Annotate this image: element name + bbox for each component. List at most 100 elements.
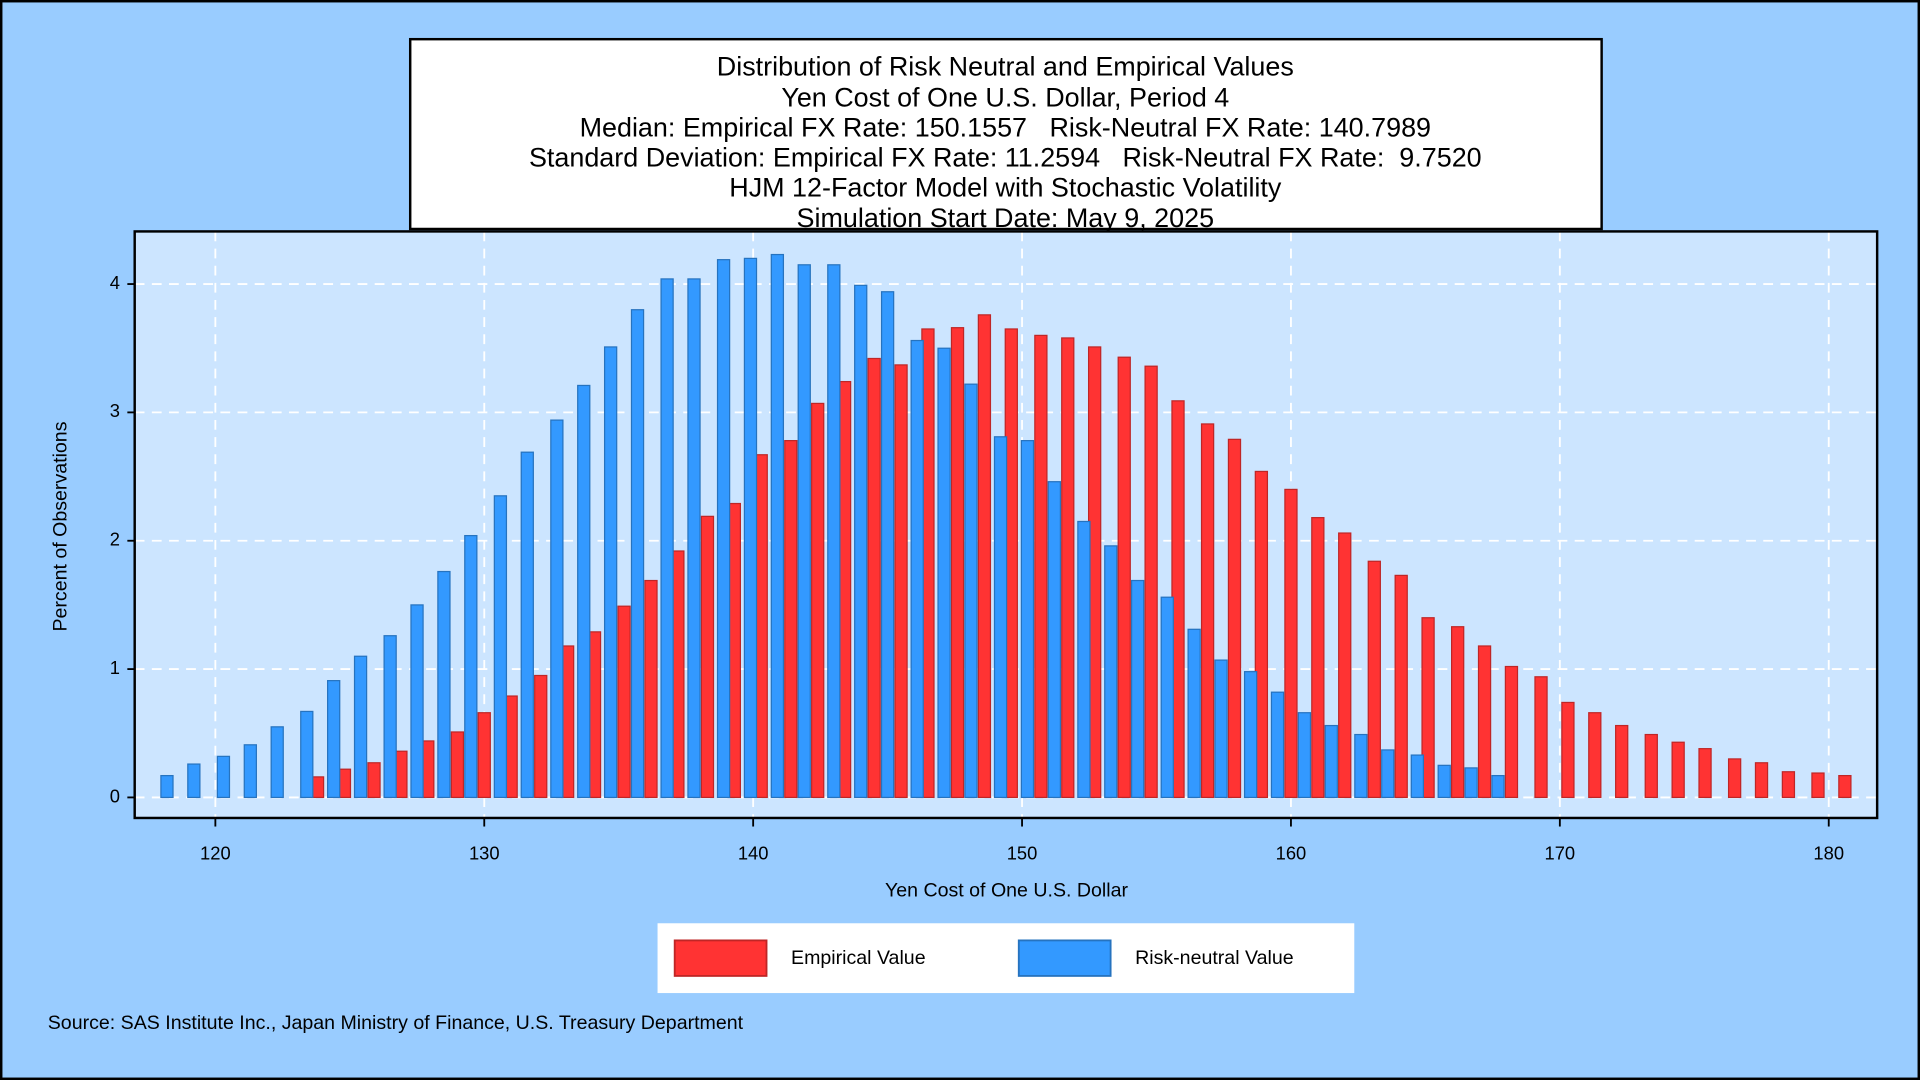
x-tick-label: 150 bbox=[1007, 843, 1038, 864]
x-tick-label: 180 bbox=[1813, 843, 1844, 864]
bar bbox=[1354, 733, 1368, 799]
bar bbox=[660, 278, 674, 799]
bar bbox=[1047, 481, 1061, 799]
bar bbox=[716, 259, 731, 799]
x-tick-label: 130 bbox=[469, 843, 500, 864]
bar bbox=[1464, 767, 1478, 799]
bar bbox=[1781, 771, 1796, 799]
y-axis-label: Percent of Observations bbox=[49, 421, 71, 631]
bar bbox=[493, 495, 508, 799]
bar bbox=[464, 534, 478, 799]
x-axis-label: Yen Cost of One U.S. Dollar bbox=[885, 880, 1129, 902]
y-tick-label: 2 bbox=[110, 529, 120, 550]
source-note: Source: SAS Institute Inc., Japan Minist… bbox=[48, 1012, 744, 1034]
bar bbox=[534, 674, 548, 799]
y-tick-label: 4 bbox=[110, 272, 120, 293]
bar bbox=[243, 744, 257, 799]
bar bbox=[827, 264, 841, 799]
bar bbox=[1061, 337, 1075, 799]
plot-frame bbox=[133, 230, 1879, 820]
bar bbox=[964, 383, 978, 799]
bar bbox=[1214, 659, 1228, 799]
bar bbox=[937, 347, 951, 799]
chart-subtitle: Yen Cost of One U.S. Dollar, Period 4 bbox=[781, 82, 1229, 112]
legend-entries: Empirical Value Risk-neutral Value bbox=[673, 939, 1294, 977]
bar bbox=[216, 755, 231, 799]
x-tick-label: 140 bbox=[738, 843, 769, 864]
bar bbox=[450, 731, 465, 799]
legend-swatch bbox=[1017, 939, 1112, 977]
bar bbox=[1254, 470, 1269, 799]
bar bbox=[1381, 749, 1395, 799]
bar bbox=[1588, 712, 1602, 799]
legend-label: Risk-neutral Value bbox=[1135, 947, 1294, 969]
bar bbox=[1227, 438, 1242, 799]
bar bbox=[577, 384, 591, 799]
bar bbox=[1410, 754, 1424, 799]
legend bbox=[657, 923, 1355, 994]
bar bbox=[1311, 517, 1325, 799]
bar bbox=[1020, 440, 1035, 799]
chart-subtitle: HJM 12-Factor Model with Stochastic Vola… bbox=[729, 173, 1282, 203]
bar bbox=[743, 257, 758, 799]
bar bbox=[1104, 545, 1118, 799]
legend-swatch bbox=[673, 939, 768, 977]
bar bbox=[880, 291, 895, 799]
bar bbox=[1338, 532, 1352, 799]
bar bbox=[770, 253, 785, 799]
bar bbox=[1437, 764, 1451, 799]
bars bbox=[160, 253, 1852, 799]
bar bbox=[160, 774, 174, 799]
bar bbox=[1615, 724, 1629, 799]
bar bbox=[520, 451, 534, 799]
bar bbox=[1297, 712, 1312, 799]
bar bbox=[383, 635, 397, 799]
y-tick-label: 3 bbox=[110, 400, 120, 421]
chart-subtitle: Standard Deviation: Empirical FX Rate: 1… bbox=[529, 143, 1482, 173]
bar bbox=[977, 314, 992, 799]
subtitles: Yen Cost of One U.S. Dollar, Period 4Med… bbox=[529, 82, 1482, 232]
bar bbox=[1367, 560, 1381, 799]
legend-label: Empirical Value bbox=[791, 947, 926, 969]
chart-title: Distribution of Risk Neutral and Empiric… bbox=[717, 52, 1294, 82]
bar bbox=[700, 515, 715, 799]
bar bbox=[1117, 356, 1131, 799]
bar bbox=[1838, 774, 1852, 799]
bar bbox=[867, 357, 881, 799]
bar bbox=[910, 339, 924, 799]
bar bbox=[477, 712, 491, 799]
bar bbox=[603, 346, 618, 799]
bar bbox=[1270, 691, 1285, 799]
bar bbox=[410, 604, 424, 799]
bar bbox=[1077, 520, 1091, 799]
bar bbox=[1698, 748, 1712, 799]
bar bbox=[1187, 628, 1201, 799]
bar bbox=[630, 309, 645, 799]
bar bbox=[784, 440, 798, 799]
bar bbox=[1534, 676, 1548, 799]
bar bbox=[1727, 758, 1742, 799]
bar bbox=[1144, 365, 1158, 799]
bar bbox=[187, 763, 201, 799]
title-box bbox=[408, 37, 1603, 231]
bar bbox=[353, 655, 368, 799]
bar bbox=[950, 327, 965, 799]
bar bbox=[367, 762, 381, 799]
x-tick-label: 160 bbox=[1276, 843, 1307, 864]
bar bbox=[1491, 774, 1505, 799]
bar bbox=[1131, 579, 1145, 799]
bar bbox=[854, 284, 868, 799]
y-tick-label: 0 bbox=[110, 785, 120, 806]
bar bbox=[270, 726, 284, 799]
bar bbox=[1394, 574, 1408, 799]
bar bbox=[1160, 596, 1174, 799]
chart-subtitle: Median: Empirical FX Rate: 150.1557 Risk… bbox=[580, 112, 1431, 142]
bar bbox=[437, 570, 451, 799]
bar bbox=[1811, 772, 1825, 799]
bar bbox=[617, 605, 631, 799]
bar bbox=[1504, 665, 1519, 799]
bar bbox=[1034, 334, 1048, 799]
bar bbox=[1324, 724, 1338, 799]
